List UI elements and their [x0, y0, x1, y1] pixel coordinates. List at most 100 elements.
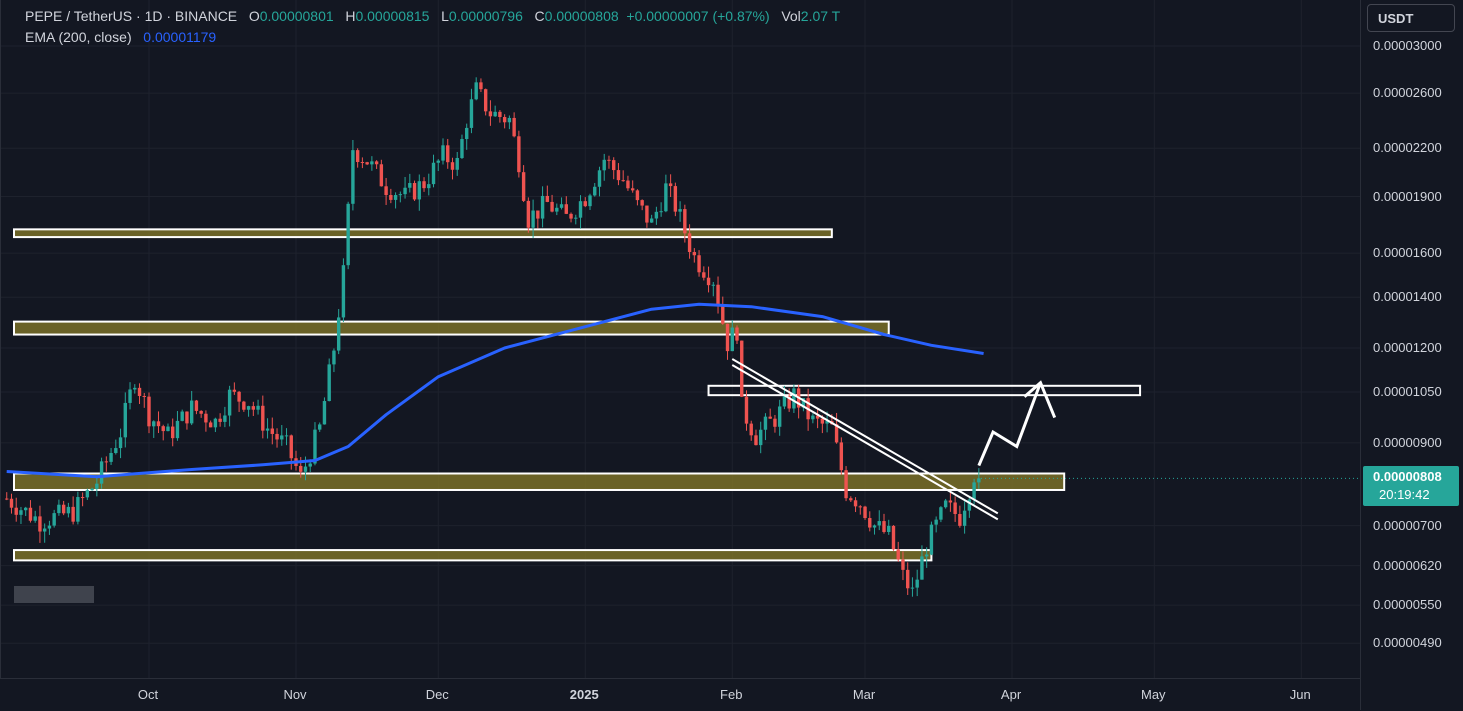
candle-body	[242, 401, 246, 410]
candle-body	[953, 502, 957, 515]
candle-body	[38, 516, 42, 532]
candle-body	[66, 506, 71, 514]
candle-body	[351, 150, 355, 204]
candle-body	[815, 415, 820, 419]
candle-body	[550, 201, 554, 212]
ohlc-legend: PEPE / TetherUS · 1D · BINANCE O0.000008…	[25, 8, 840, 24]
trendline-upper	[731, 358, 999, 515]
candle-body	[389, 195, 393, 200]
candle-body	[251, 406, 256, 410]
candle-body	[920, 556, 924, 580]
candle-body	[578, 201, 583, 218]
candle-body	[446, 145, 450, 163]
candle-body	[90, 488, 94, 491]
candle-body	[811, 415, 815, 420]
candle-body	[265, 428, 270, 431]
candle-body	[114, 448, 118, 453]
candle-body	[792, 388, 796, 409]
currency-button[interactable]: USDT	[1367, 4, 1455, 32]
candle-body	[275, 433, 279, 440]
candle-body	[128, 389, 132, 403]
time-tick-label: Feb	[720, 687, 743, 702]
high-value: 0.00000815	[355, 8, 430, 24]
candle-body	[341, 265, 346, 318]
candle-body	[958, 514, 962, 526]
candle-body	[910, 587, 915, 589]
candle-body	[280, 435, 284, 440]
candle-body	[374, 161, 379, 165]
candle-body	[621, 180, 625, 182]
candle-body	[531, 210, 535, 228]
candle-body	[683, 209, 687, 234]
candle-body	[218, 418, 222, 422]
price-axis[interactable]: USDT 0.00003000 0.00002600 0.00002200 0.000…	[1360, 0, 1463, 710]
candle-body	[777, 406, 782, 427]
candle-body	[749, 423, 753, 436]
candle-body	[744, 396, 749, 424]
candle-body	[801, 398, 806, 408]
price-tick-label: 0.00001600	[1373, 245, 1442, 261]
candle-body	[185, 411, 189, 424]
candle-body	[612, 160, 616, 171]
candle-body	[687, 233, 692, 253]
candle-body	[730, 327, 734, 352]
ema-legend[interactable]: EMA (200, close) 0.00001179	[25, 29, 216, 45]
candle-body	[977, 478, 981, 483]
candle-body	[431, 162, 436, 185]
symbol-label[interactable]: PEPE / TetherUS · 1D · BINANCE	[25, 8, 238, 24]
candle-body	[716, 284, 720, 307]
candle-body	[61, 504, 66, 514]
candle-body	[436, 160, 440, 163]
candle-body	[95, 483, 99, 489]
candle-body	[152, 421, 156, 427]
vol-label: Vol	[781, 8, 801, 24]
candle-body	[171, 426, 175, 439]
candle-body	[697, 255, 701, 273]
candle-body	[474, 82, 478, 100]
candle-body	[659, 211, 663, 213]
candle-body	[896, 549, 900, 560]
chart-area[interactable]: PEPE / TetherUS · 1D · BINANCE O0.000008…	[0, 0, 1361, 678]
price-tick-label: 0.00000490	[1373, 635, 1442, 651]
candle-body	[204, 413, 208, 423]
candle-body	[28, 507, 33, 521]
candle-body	[645, 205, 649, 223]
candle-body	[948, 500, 953, 503]
price-tick-label: 0.00000700	[1373, 517, 1442, 533]
candle-body	[427, 184, 431, 189]
candle-body	[370, 161, 374, 165]
candle-body	[664, 183, 668, 212]
candle-body	[412, 183, 417, 200]
change-value: +0.00000007 (+0.87%)	[626, 8, 770, 24]
candle-body	[834, 424, 839, 443]
candle-body	[759, 429, 763, 446]
candle-body	[479, 82, 483, 90]
candle-body	[289, 435, 293, 459]
candle-body	[616, 170, 621, 181]
candle-body	[393, 195, 398, 200]
candle-body	[853, 500, 858, 507]
candle-body	[858, 506, 862, 508]
ema-value: 0.00001179	[143, 29, 217, 45]
candle-body	[189, 400, 194, 424]
candle-body	[915, 579, 919, 588]
candle-body	[967, 499, 972, 511]
candle-body	[488, 111, 493, 117]
candle-body	[493, 111, 497, 117]
candle-body	[564, 204, 568, 214]
candle-body	[403, 187, 407, 195]
candle-body	[299, 465, 303, 472]
time-tick-label: Apr	[1000, 687, 1022, 702]
candle-body	[161, 426, 165, 432]
candle-body	[692, 252, 697, 256]
candle-body	[332, 350, 336, 365]
candle-body	[839, 442, 844, 471]
candle-body	[194, 400, 199, 411]
candle-body	[80, 497, 85, 499]
chart-svg[interactable]	[1, 0, 1361, 678]
candle-body	[635, 190, 640, 201]
candle-body	[327, 364, 331, 402]
candle-body	[47, 525, 52, 529]
time-axis[interactable]: Oct Nov Dec 2025 Feb Mar Apr May Jun	[0, 678, 1360, 711]
candle-body	[180, 411, 184, 421]
